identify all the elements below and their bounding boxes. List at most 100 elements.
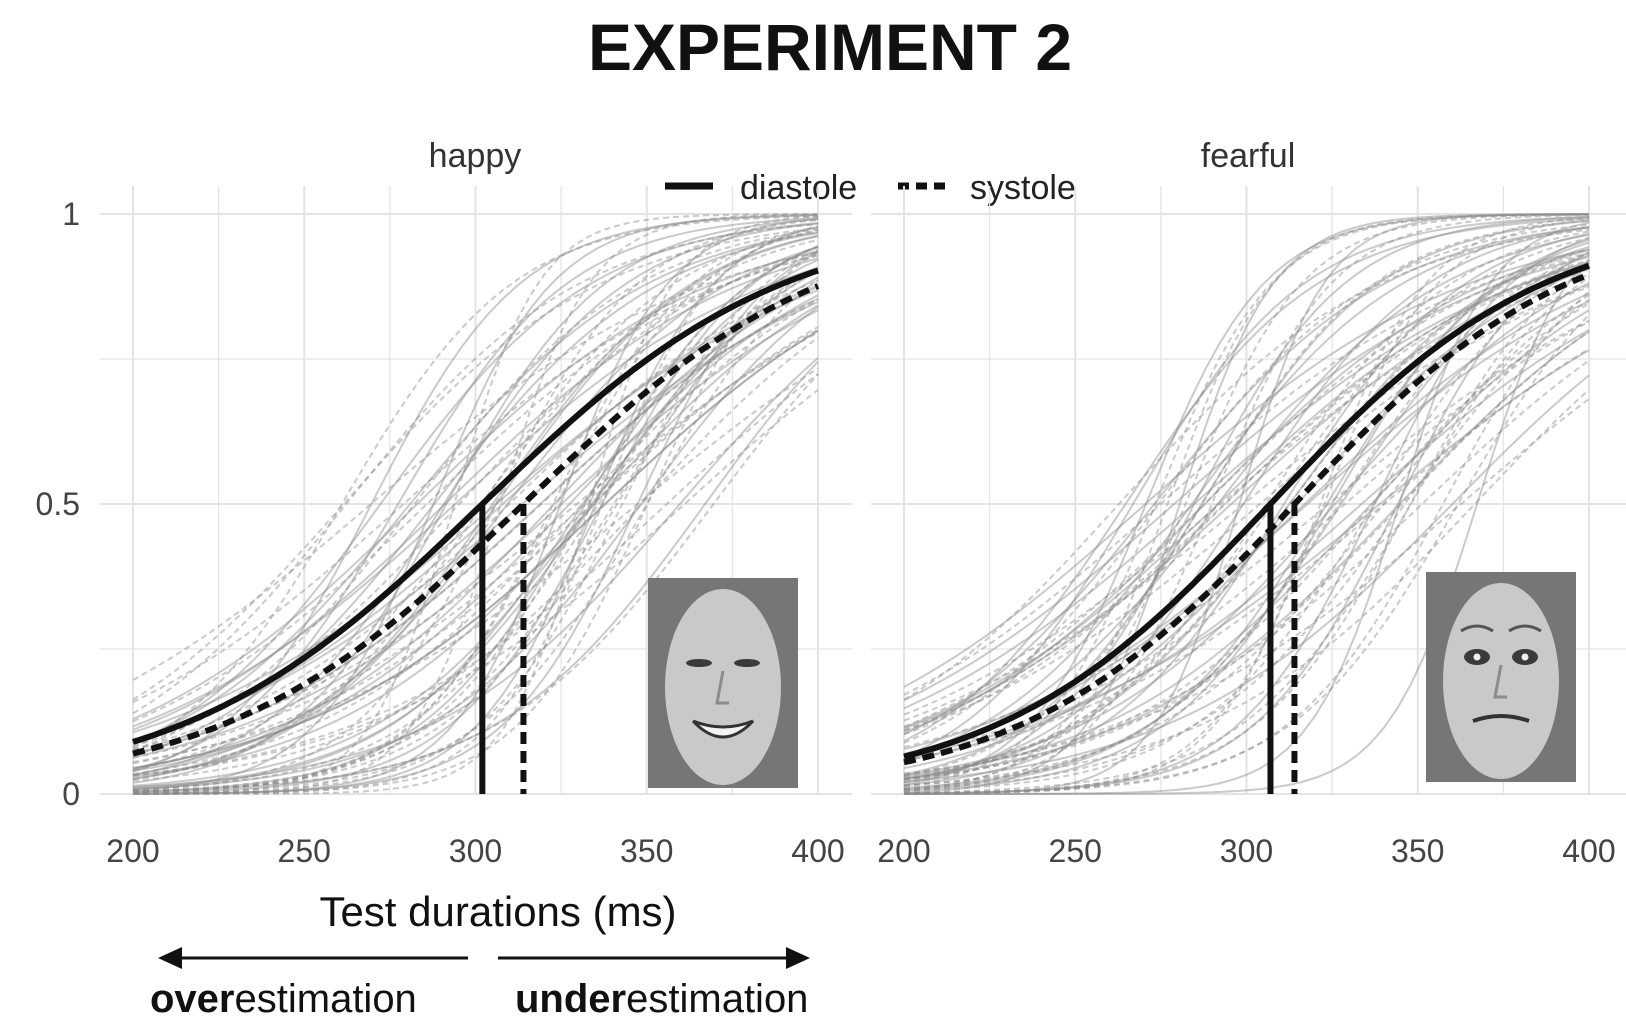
- participant-curve: [903, 388, 1590, 787]
- participant-curve: [132, 306, 819, 791]
- participant-curve: [132, 228, 819, 794]
- participant-curve: [903, 298, 1590, 791]
- panel-fearful: fearful 200 250 300 350 400: [871, 137, 1626, 869]
- participant-curve: [904, 259, 1590, 795]
- participant-curve: [903, 249, 1590, 734]
- participant-curve: [903, 319, 1590, 749]
- participant-curve: [903, 247, 1590, 779]
- participant-curve: [132, 299, 819, 775]
- participant-curve: [133, 215, 819, 795]
- x-tick-label: 200: [106, 833, 159, 869]
- participant-curve: [903, 226, 1590, 736]
- participant-curve: [132, 218, 819, 784]
- x-tick-label: 250: [278, 833, 331, 869]
- participant-curve: [132, 213, 819, 795]
- participant-curve: [132, 228, 819, 752]
- participant-curve: [132, 266, 819, 728]
- figure-title: EXPERIMENT 2: [588, 10, 1072, 84]
- participant-curve: [903, 290, 1590, 795]
- participant-curve: [132, 244, 819, 794]
- participant-curve: [903, 253, 1590, 789]
- participant-curve: [903, 330, 1590, 781]
- participant-curve: [132, 336, 819, 782]
- systole-curve: [903, 271, 1591, 766]
- participant-curve: [132, 373, 819, 777]
- participant-curve: [132, 222, 819, 745]
- fearful-face-image: [1426, 572, 1576, 782]
- participant-curve: [132, 217, 819, 795]
- participant-curve: [132, 225, 819, 795]
- participant-curve: [132, 249, 819, 795]
- participant-curve: [903, 251, 1590, 696]
- participant-curve: [132, 329, 819, 769]
- participant-curve: [132, 234, 819, 780]
- participant-curve: [903, 268, 1590, 730]
- participant-curve: [903, 241, 1590, 791]
- participant-curve: [903, 216, 1590, 783]
- participant-curve: [903, 246, 1590, 780]
- x-tick-label: 250: [1049, 833, 1102, 869]
- participant-curve: [903, 309, 1590, 778]
- participant-curve: [132, 258, 819, 790]
- participant-curve: [132, 294, 819, 772]
- participant-curve: [903, 328, 1590, 762]
- legend-systole-label: systole: [970, 169, 1076, 207]
- participant-curve: [132, 246, 819, 793]
- participant-curve: [132, 251, 819, 795]
- participant-curve: [132, 304, 819, 778]
- over-bold: over: [150, 977, 235, 1021]
- x-tick-label: 350: [1391, 833, 1444, 869]
- participant-curve: [903, 251, 1590, 790]
- participant-curve: [903, 285, 1590, 732]
- over-rest: estimation: [235, 977, 417, 1021]
- y-tick-label: 0.5: [36, 486, 80, 522]
- participant-curve: [132, 331, 819, 751]
- participant-curve: [903, 266, 1590, 795]
- participant-curve: [903, 215, 1590, 758]
- participant-curve: [903, 255, 1590, 702]
- participant-curve: [132, 276, 819, 787]
- participant-curve: [132, 232, 819, 757]
- participant-curve: [132, 285, 819, 770]
- panel-happy: happy 200 250 300 350 400: [100, 137, 852, 869]
- y-axis-ticks: 00.51: [36, 196, 80, 812]
- participant-curve: [903, 276, 1590, 794]
- participant-curve: [132, 226, 819, 794]
- participant-curve: [903, 213, 1590, 792]
- participant-curve: [903, 267, 1590, 770]
- participant-curve: [132, 213, 818, 795]
- participant-curve: [903, 374, 1590, 783]
- participant-curve: [132, 361, 819, 793]
- participant-curve: [132, 309, 819, 759]
- participant-curve: [903, 248, 1590, 688]
- participant-curves: [903, 213, 1590, 795]
- legend-diastole-label: diastole: [740, 169, 857, 207]
- participant-curve: [132, 215, 819, 749]
- participant-curve: [132, 235, 819, 781]
- participant-curve: [903, 348, 1590, 762]
- participant-curve: [132, 245, 819, 793]
- participant-curve: [132, 223, 819, 715]
- participant-curve: [132, 254, 819, 703]
- participant-curve: [904, 221, 1590, 795]
- participant-curve: [132, 246, 819, 776]
- participant-curve: [903, 217, 1590, 742]
- participant-curve: [903, 220, 1590, 776]
- participant-curve: [132, 226, 819, 795]
- participant-curve: [132, 266, 819, 793]
- underestimation-label: underestimation: [515, 977, 808, 1021]
- participant-curve: [903, 230, 1590, 784]
- participant-curve: [132, 257, 819, 731]
- participant-curve: [132, 214, 819, 773]
- participant-curve: [903, 320, 1590, 758]
- participant-curve: [132, 219, 819, 792]
- participant-curve: [132, 250, 819, 795]
- participant-curve: [903, 253, 1590, 728]
- systole-curve: [132, 283, 820, 757]
- participant-curve: [132, 231, 819, 744]
- x-tick-label: 300: [449, 833, 502, 869]
- participant-curve: [903, 237, 1590, 781]
- participant-curve: [903, 213, 1590, 786]
- participant-curve: [132, 249, 819, 720]
